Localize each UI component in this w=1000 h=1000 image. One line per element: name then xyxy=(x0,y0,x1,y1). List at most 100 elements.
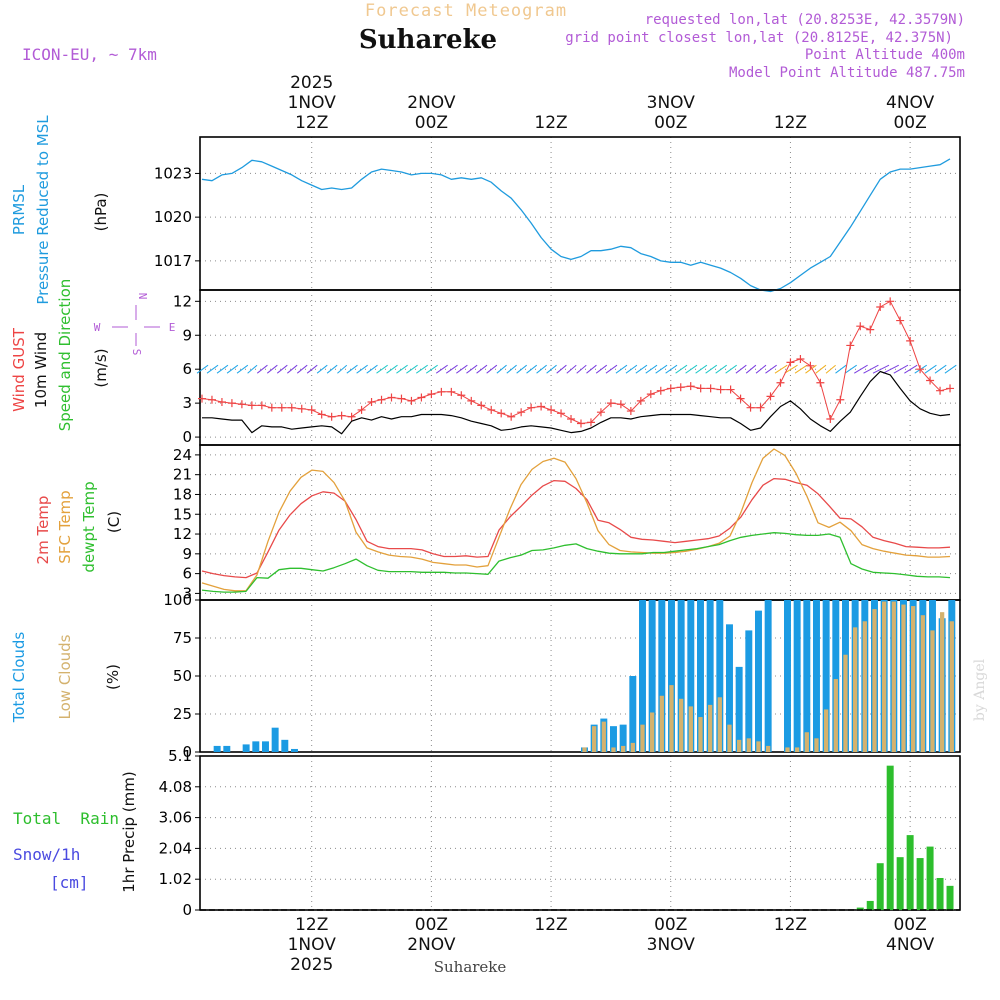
wind-10m-line xyxy=(202,370,951,435)
gust-marker xyxy=(307,405,316,414)
gust-marker xyxy=(726,385,735,394)
low-cloud-bar xyxy=(804,732,809,752)
panel-frame xyxy=(199,599,961,753)
wind-barb xyxy=(605,364,618,374)
y-tick-label: 100 xyxy=(163,591,192,609)
total-cloud-bar xyxy=(687,600,695,752)
gust-marker xyxy=(696,384,705,393)
low-cloud-bar xyxy=(940,612,945,752)
low-cloud-bar xyxy=(785,747,790,752)
gust-marker xyxy=(357,405,366,414)
y-tick-label: 18 xyxy=(173,485,192,503)
wind-barb xyxy=(337,364,348,374)
gust-marker xyxy=(507,412,516,421)
gust-marker xyxy=(227,399,236,408)
model-label: ICON-EU, ~ 7km xyxy=(22,45,157,64)
total-cloud-bar xyxy=(619,724,627,752)
wind-barb xyxy=(486,364,498,374)
total-cloud-bar xyxy=(735,666,743,752)
wind-barb xyxy=(226,364,239,374)
low-cloud-bar xyxy=(630,742,635,752)
wind-barb xyxy=(695,364,708,374)
gust-marker xyxy=(467,396,476,405)
rain-bar xyxy=(916,858,924,910)
y-tick-label: 0 xyxy=(182,743,192,761)
wind-10m-label: 10m Wind xyxy=(32,332,50,408)
total-cloud-bar xyxy=(784,600,791,752)
gust-marker xyxy=(746,403,755,412)
gust-marker xyxy=(347,412,356,421)
pressure-panel: 1017 1020 1023 xyxy=(154,136,961,293)
rain-bar xyxy=(856,907,864,910)
wind-gust-label: Wind GUST xyxy=(10,327,28,412)
snow-unit-label: [cm] xyxy=(50,873,89,892)
total-cloud-bar xyxy=(639,600,646,752)
rain-bar xyxy=(886,765,894,910)
time-axis-label: 2NOV xyxy=(407,93,456,113)
gust-marker xyxy=(457,391,466,400)
wind-barb xyxy=(934,364,947,374)
time-axis-label: 3NOV xyxy=(647,93,696,113)
wind-barb xyxy=(735,364,747,374)
gust-marker xyxy=(636,396,645,405)
gust-marker xyxy=(407,396,416,405)
gust-marker xyxy=(497,409,506,418)
low-cloud-bar xyxy=(911,606,916,752)
gust-marker xyxy=(796,355,805,364)
wind-barb xyxy=(625,364,638,374)
wind-barb xyxy=(893,364,909,374)
low-cloud-bar xyxy=(949,621,954,752)
low-clouds-label: Low Clouds xyxy=(56,634,74,719)
wind-barb xyxy=(536,364,547,374)
grid-point-coords: grid point closest lon,lat (20.8125E, 42… xyxy=(565,30,953,46)
compass-south: S xyxy=(130,349,143,356)
gust-marker xyxy=(427,390,436,399)
time-axis-label: 00Z xyxy=(415,113,448,133)
requested-coords: requested lon,lat (20.8253E, 42.3579N) xyxy=(645,12,965,28)
gust-marker xyxy=(367,398,376,407)
low-cloud-bar xyxy=(611,747,616,752)
time-axis-label: 4NOV xyxy=(886,935,935,955)
gust-marker xyxy=(816,378,825,387)
gust-marker xyxy=(207,395,216,404)
gust-marker xyxy=(417,393,426,402)
time-axis-label: 00Z xyxy=(654,113,687,133)
low-cloud-bar xyxy=(717,697,722,752)
wind-barb xyxy=(904,364,918,374)
gust-marker xyxy=(197,394,206,403)
y-tick-label: 50 xyxy=(173,667,192,685)
credit-label: by Angel xyxy=(972,658,988,721)
total-cloud-bar xyxy=(677,600,685,752)
low-cloud-bar xyxy=(708,704,713,752)
rain-bar xyxy=(866,900,874,910)
total-cloud-bar xyxy=(629,676,637,752)
wind-barb xyxy=(794,364,808,374)
gust-marker xyxy=(557,409,566,418)
compass-west: W xyxy=(94,321,101,334)
temp-sfc-line xyxy=(201,448,951,592)
gust-marker xyxy=(327,412,336,421)
wind-barb xyxy=(256,364,268,374)
low-cloud-bar xyxy=(669,685,674,752)
wind-barb xyxy=(635,364,648,374)
gust-marker xyxy=(766,392,775,401)
wind-barb xyxy=(595,364,608,374)
wind-barb xyxy=(416,364,428,374)
y-tick-label: 4.08 xyxy=(159,778,192,796)
wind-barb xyxy=(665,364,678,374)
gust-marker xyxy=(716,385,725,394)
wind-barb xyxy=(586,364,597,374)
time-axis-label: 1NOV xyxy=(288,93,337,113)
gust-marker xyxy=(297,404,306,413)
wind-barb xyxy=(944,364,957,374)
gust-marker xyxy=(646,390,655,399)
low-cloud-bar xyxy=(727,724,732,752)
wind-barb xyxy=(685,364,698,374)
wind-barb xyxy=(825,364,836,374)
total-clouds-label: Total Clouds xyxy=(10,632,28,724)
gust-marker xyxy=(626,407,635,416)
low-cloud-bar xyxy=(920,615,925,752)
gust-marker xyxy=(567,414,576,423)
